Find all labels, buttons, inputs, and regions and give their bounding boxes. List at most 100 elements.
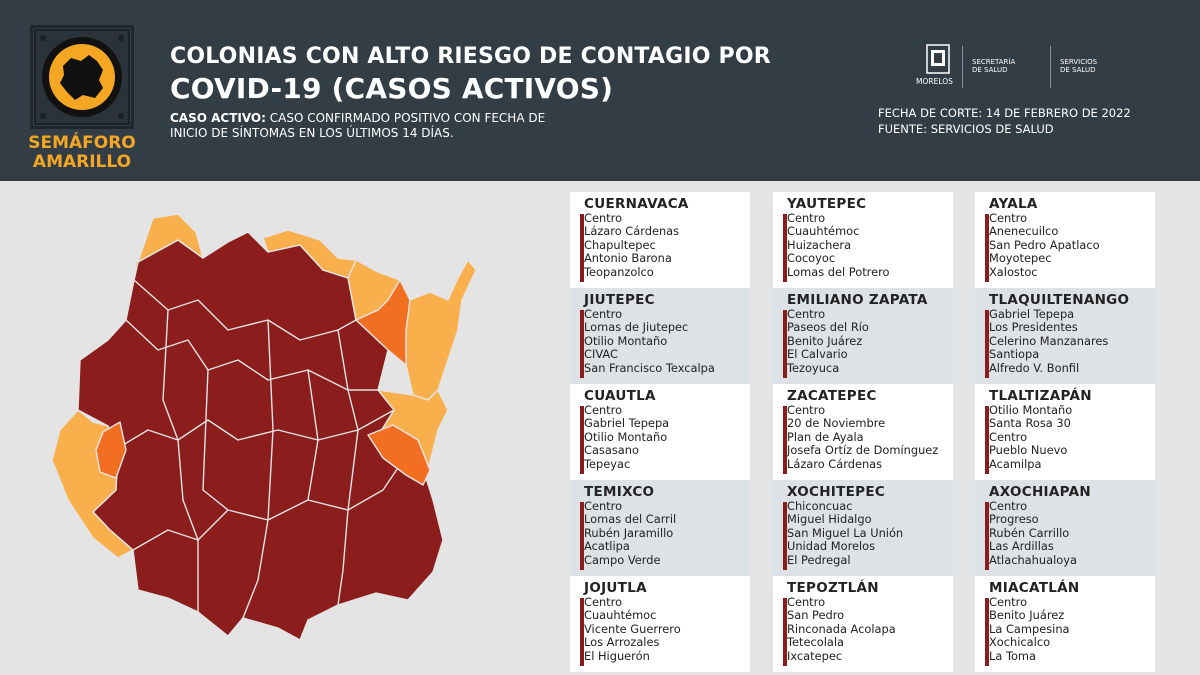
map-region-orange-1 <box>355 279 411 366</box>
colonia-item: Centro <box>989 595 1028 609</box>
morelos-risk-map <box>51 213 477 641</box>
municipality-name: AYALA <box>989 196 1038 212</box>
colonia-item: El Calvario <box>787 347 848 362</box>
colonia-item: Xalostoc <box>989 264 1038 279</box>
accent-bar <box>580 310 584 378</box>
colonia-item: Lomas del Potrero <box>787 264 890 279</box>
colonia-item: 20 de Noviembre <box>787 416 886 431</box>
municipality-card: AXOCHIAPAN Centro Progreso Rubén Carrillo La… <box>975 480 1155 576</box>
municipality-name: JOJUTLA <box>584 580 647 596</box>
colonia-item: San Francisco Texcalpa <box>584 360 715 375</box>
cutoff-date: FECHA DE CORTE: 14 DE FEBRERO DE 2022 <box>878 106 1131 120</box>
header-banner: SEMÁFORO AMARILLO COLONIAS CON ALTO RIES… <box>0 0 1200 181</box>
colonia-item: Moyotepec <box>989 251 1052 266</box>
colonia-item: Rinconada Acolapa <box>787 621 896 636</box>
colonia-item: Campo Verde <box>584 552 661 567</box>
colonia-item: Alfredo V. Bonfil <box>989 360 1080 375</box>
colonia-item: El Higuerón <box>584 648 650 663</box>
semaforo-line1: SEMÁFORO <box>28 133 136 153</box>
accent-bar <box>783 214 787 282</box>
municipality-name: CUERNAVACA <box>584 196 689 212</box>
logo2-line2: DE SALUD <box>972 66 1008 74</box>
colonia-item: Antonio Barona <box>584 251 672 266</box>
column-2: YAUTEPEC Centro Cuauhtémoc Huizachera Cocoyo… <box>773 192 953 672</box>
municipality-card: ZACATEPEC Centro 20 de Noviembre Plan de Ay… <box>773 384 953 480</box>
colonia-item: Benito Juárez <box>787 333 863 348</box>
colonia-item: Otilio Montaño <box>584 333 668 348</box>
colonia-item: San Miguel La Unión <box>787 525 904 540</box>
colonia-item: Centro <box>787 595 826 609</box>
municipality-card: TEMIXCO Centro Lomas del Carril Rubén Jaram… <box>570 480 750 576</box>
colonia-item: Paseos del Río <box>787 320 869 335</box>
title-line1: COLONIAS CON ALTO RIESGO DE CONTAGIO POR <box>170 44 771 69</box>
colonia-item: Tezoyuca <box>787 360 840 375</box>
colonia-item: Centro <box>989 499 1028 513</box>
title-line2: COVID-19 (CASOS ACTIVOS) <box>170 72 614 105</box>
municipality-card: CUAUTLA Centro Gabriel Tepepa Otilio Montañ… <box>570 384 750 480</box>
colonia-item: Cuauhtémoc <box>584 608 657 623</box>
definition-label: CASO ACTIVO: <box>170 111 266 125</box>
municipality-card: YAUTEPEC Centro Cuauhtémoc Huizachera Cocoyo… <box>773 192 953 288</box>
colonia-item: Atlachahualoya <box>989 552 1077 567</box>
colonia-item: Huizachera <box>787 237 852 252</box>
municipality-name: JIUTEPEC <box>584 292 655 308</box>
colonia-item: Lázaro Cárdenas <box>787 456 883 471</box>
colonia-item: Gabriel Tepepa <box>584 416 670 431</box>
colonia-item: Cuauhtémoc <box>787 224 860 239</box>
municipality-name: TLALTIZAPÁN <box>989 388 1092 404</box>
map-region-orange-3 <box>95 421 127 479</box>
municipality-name: XOCHITEPEC <box>787 484 886 500</box>
colonia-item: Los Presidentes <box>989 320 1078 335</box>
page-title: COLONIAS CON ALTO RIESGO DE CONTAGIO POR… <box>170 42 850 106</box>
logo-divider <box>962 46 963 88</box>
state-silhouette-icon <box>34 29 130 125</box>
colonia-item: Teopanzolco <box>584 264 654 279</box>
colonia-item: Otilio Montaño <box>584 429 668 444</box>
colonia-item: Centro <box>787 211 826 225</box>
colonia-item: Acatlipa <box>584 539 630 554</box>
accent-bar <box>985 502 989 570</box>
source: FUENTE: SERVICIOS DE SALUD <box>878 122 1054 136</box>
colonia-item: CIVAC <box>584 347 618 362</box>
definition-body-2: INICIO DE SÍNTOMAS EN LOS ÚLTIMOS 14 DÍA… <box>170 126 454 140</box>
municipality-card: EMILIANO ZAPATA Centro Paseos del Río Benit… <box>773 288 953 384</box>
colonia-item: Rubén Jaramillo <box>584 525 674 540</box>
accent-bar <box>580 502 584 570</box>
colonia-item: Centro <box>584 499 623 513</box>
colonia-item: Rubén Carrillo <box>989 525 1070 540</box>
date-source: FECHA DE CORTE: 14 DE FEBRERO DE 2022 FU… <box>878 105 1168 137</box>
municipality-card: CUERNAVACA Centro Lázaro Cárdenas Chapultep… <box>570 192 750 288</box>
logo-divider <box>1050 46 1051 88</box>
map-region-orange-2 <box>367 424 431 486</box>
traffic-light-badge <box>30 25 134 129</box>
logo-morelos-text: MORELOS <box>916 77 953 86</box>
colonia-item: La Toma <box>989 648 1037 663</box>
colonia-item: Lomas de Jiutepec <box>584 320 689 335</box>
colonia-item: Benito Juárez <box>989 608 1065 623</box>
municipality-name: YAUTEPEC <box>787 196 867 212</box>
accent-bar <box>985 406 989 474</box>
accent-bar <box>985 310 989 378</box>
colonia-item: Cocoyoc <box>787 251 836 266</box>
accent-bar <box>783 310 787 378</box>
morelos-shield-icon <box>926 44 950 74</box>
colonia-item: Casasano <box>584 443 639 458</box>
column-3: AYALA Centro Anenecuilco San Pedro Apatlaco… <box>975 192 1155 672</box>
colonia-item: Celerino Manzanares <box>989 333 1109 348</box>
logo3-line2: DE SALUD <box>1060 66 1096 74</box>
colonia-item: Santiopa <box>989 347 1040 362</box>
colonia-item: Progreso <box>989 512 1039 527</box>
municipality-card: JOJUTLA Centro Cuauhtémoc Vicente Guerrero L… <box>570 576 750 672</box>
municipality-card: TLAQUILTENANGO Gabriel Tepepa Los Presiden… <box>975 288 1155 384</box>
colonia-item: Los Arrozales <box>584 635 660 650</box>
map-region-nw <box>133 213 204 281</box>
accent-bar <box>580 598 584 666</box>
municipality-name: EMILIANO ZAPATA <box>787 292 928 308</box>
municipality-name: TEPOZTLÁN <box>787 580 879 596</box>
accent-bar <box>580 214 584 282</box>
colonia-item: Las Ardillas <box>989 539 1054 554</box>
logos: MORELOS SECRETARÍA DE SALUD SERVICIOS DE… <box>910 40 1130 90</box>
colonia-item: La Campesina <box>989 621 1070 636</box>
colonia-item: Centro <box>584 403 623 417</box>
colonia-item: Chiconcuac <box>787 499 853 513</box>
